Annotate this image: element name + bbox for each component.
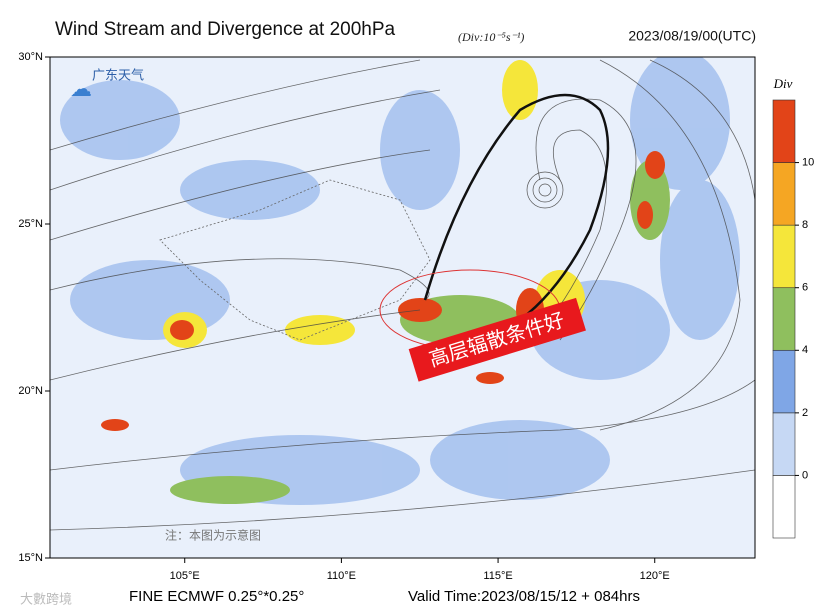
title: Wind Stream and Divergence at 200hPa <box>55 19 396 40</box>
lon-label: 105°E <box>170 570 200 582</box>
map <box>50 57 755 558</box>
colorbar-band <box>772 475 796 539</box>
lon-label: 110°E <box>327 570 356 582</box>
vortex <box>526 171 564 209</box>
lat-label: 20°N <box>18 385 43 397</box>
colorbar-tick-label: 10 <box>802 156 814 168</box>
colorbar-label: Div <box>773 76 793 91</box>
colorbar-band <box>772 412 796 476</box>
logo: 广东天气 <box>92 68 144 84</box>
unit: (Div:10⁻⁵s⁻¹) <box>458 30 524 44</box>
colorbar-tick-label: 0 <box>802 469 808 481</box>
lon-label: 120°E <box>640 570 670 582</box>
colorbar-band <box>772 224 796 289</box>
watermark: 大數跨境 <box>20 593 72 608</box>
colorbar-tick-label: 8 <box>802 219 808 231</box>
colorbar-band <box>772 349 796 414</box>
colorbar-band <box>772 99 796 163</box>
model: FINE ECMWF 0.25°*0.25° <box>129 588 304 605</box>
date: 2023/08/19/00(UTC) <box>628 28 756 44</box>
colorbar-tick-label: 6 <box>802 282 808 294</box>
valid-time: Valid Time:2023/08/15/12 + 084hrs <box>408 588 640 605</box>
map-frame <box>49 56 756 559</box>
lat-label: 30°N <box>18 51 43 63</box>
colorbar-band <box>772 162 796 226</box>
logo-icon: ☁ <box>70 76 92 101</box>
lat-label: 25°N <box>18 218 43 230</box>
annotation-bg <box>408 297 586 382</box>
main-streamline <box>423 93 610 321</box>
colorbar-tick-label: 2 <box>802 407 808 419</box>
streamlines <box>50 59 755 531</box>
note: 注：本图为示意图 <box>165 528 261 543</box>
colorbar-band <box>772 287 796 351</box>
colorbar-tick-label: 4 <box>802 344 808 356</box>
lon-label: 115°E <box>483 570 512 582</box>
coastline <box>159 179 431 341</box>
lat-label: 15°N <box>18 552 43 564</box>
